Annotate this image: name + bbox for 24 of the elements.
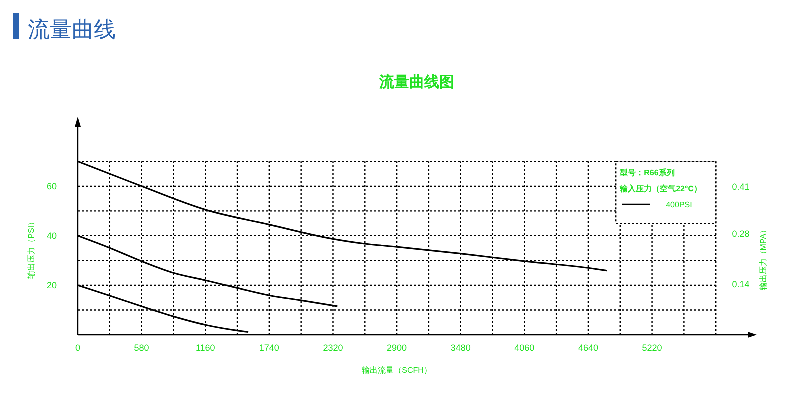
y-tick-label: 40 — [46, 230, 58, 241]
x-tick-label: 580 — [134, 343, 150, 353]
x-tick-label: 4060 — [514, 343, 535, 353]
y2-tick-label: 0.28 — [732, 228, 750, 239]
y-tick-label: 60 — [46, 181, 58, 192]
y2-axis-title: 输出压力（MPA） — [759, 226, 768, 291]
x-tick-label: 3480 — [450, 343, 471, 353]
y2-tick-label: 0.41 — [732, 182, 750, 192]
x-tick-label: 2320 — [323, 343, 344, 353]
legend-title: 型号：R66系列 — [619, 168, 675, 178]
x-tick-label: 5220 — [642, 343, 662, 353]
chart-subtitle: 流量曲线图 — [378, 73, 455, 91]
x-axis-title: 输出流量（SCFH） — [362, 366, 432, 375]
x-tick-label: 0 — [75, 343, 81, 353]
y2-tick-label: 0.14 — [732, 279, 750, 290]
x-tick-label: 1160 — [196, 343, 216, 353]
y-axis-title: 输出压力（PSI） — [27, 218, 36, 279]
x-tick-label: 2900 — [387, 343, 408, 353]
legend-label: 400PSI — [666, 200, 692, 210]
x-tick-label: 1740 — [259, 343, 280, 353]
annotation: 输入压力（空气22°C） — [619, 184, 702, 194]
x-tick-label: 4640 — [578, 343, 598, 353]
chart-title: 流量曲线 — [28, 17, 116, 42]
y-tick-label: 20 — [46, 280, 58, 290]
